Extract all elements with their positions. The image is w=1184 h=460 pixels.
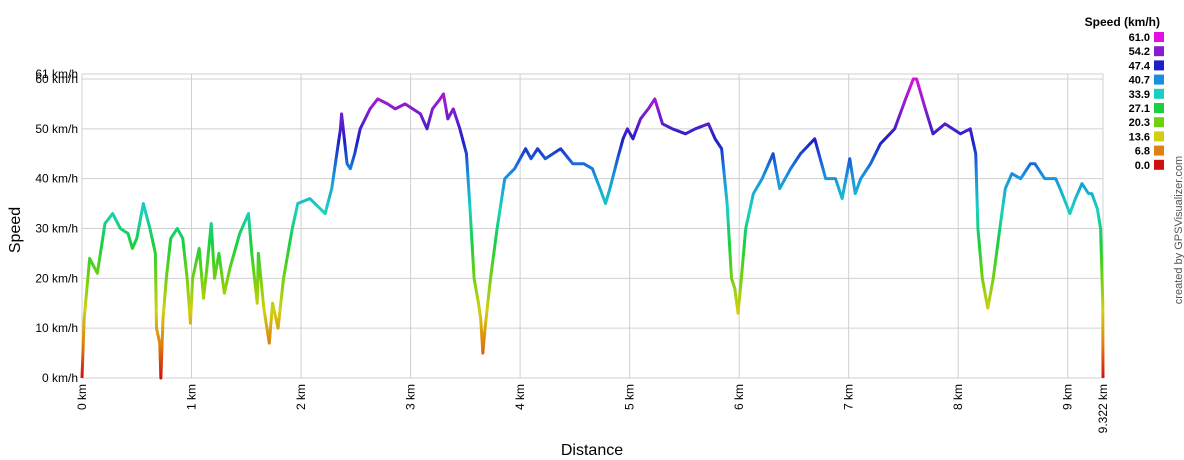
- x-tick-label: 6 km: [732, 384, 746, 410]
- legend-label: 33.9: [1129, 89, 1150, 101]
- y-axis-label: Speed: [7, 207, 24, 253]
- x-tick-label: 3 km: [404, 384, 418, 410]
- legend-swatch: [1154, 159, 1164, 170]
- legend-swatch: [1154, 103, 1164, 113]
- legend-swatch: [1154, 46, 1164, 57]
- legend-swatch: [1154, 74, 1164, 85]
- x-tick-label: 2 km: [294, 384, 308, 410]
- x-tick-label: 7 km: [842, 384, 856, 410]
- legend-label: 20.3: [1129, 117, 1150, 129]
- legend-title: Speed (km/h): [1085, 15, 1160, 29]
- x-tick-label: 1 km: [185, 384, 199, 410]
- y-tick-label: 20 km/h: [35, 271, 78, 285]
- legend-swatch: [1154, 117, 1164, 128]
- x-tick-label: 9 km: [1061, 384, 1075, 410]
- legend-swatch: [1154, 145, 1164, 156]
- y-tick-label: 0 km/h: [42, 371, 78, 385]
- legend-label: 6.8: [1135, 146, 1150, 158]
- x-axis-label: Distance: [561, 442, 623, 459]
- legend-label: 54.2: [1129, 46, 1150, 58]
- y-tick-label: 10 km/h: [35, 321, 78, 335]
- plot-area: [81, 73, 1104, 379]
- x-tick-label: 0 km: [75, 384, 89, 410]
- y-tick-label: 50 km/h: [35, 122, 78, 136]
- x-tick-label: 8 km: [951, 384, 965, 410]
- y-tick-label: 40 km/h: [35, 172, 78, 186]
- y-tick-label: 60 km/h: [35, 72, 78, 86]
- speed-line: [80, 77, 1105, 380]
- x-tick-label: 4 km: [513, 384, 527, 410]
- legend-label: 0.0: [1135, 160, 1150, 172]
- x-tick-label: 5 km: [623, 384, 637, 410]
- legend-swatch: [1154, 88, 1164, 99]
- x-tick-label: 9.322 km: [1096, 384, 1110, 433]
- y-tick-label: 30 km/h: [35, 221, 78, 235]
- legend-label: 27.1: [1129, 103, 1150, 115]
- legend-swatch: [1154, 32, 1164, 42]
- legend-label: 40.7: [1129, 75, 1150, 87]
- credit: created by GPSVisualizer.com: [1173, 156, 1184, 304]
- legend-label: 13.6: [1129, 131, 1150, 143]
- legend-label: 47.4: [1129, 60, 1151, 72]
- y-tick-label: 61 km/h: [35, 67, 78, 81]
- legend-swatch: [1154, 131, 1164, 142]
- legend-label: 61.0: [1129, 32, 1150, 44]
- legend-swatch: [1154, 60, 1164, 71]
